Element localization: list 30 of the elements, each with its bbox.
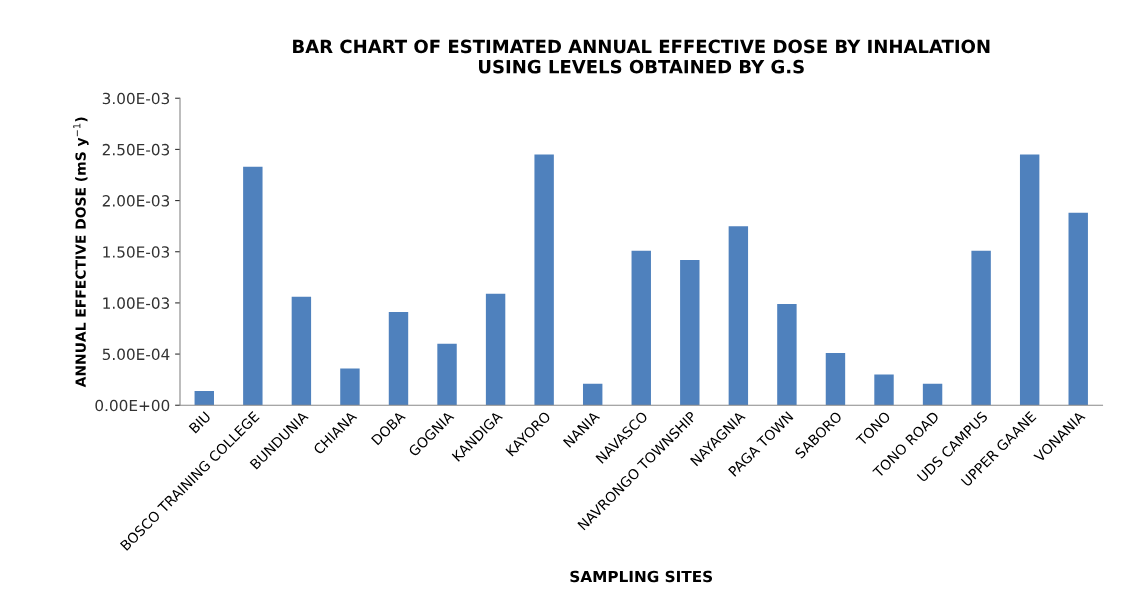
bar xyxy=(340,368,360,406)
bar xyxy=(582,383,603,406)
bar xyxy=(534,154,554,406)
bar xyxy=(1019,154,1040,406)
bar xyxy=(728,226,749,406)
bar xyxy=(825,353,846,406)
chart-title: BAR CHART OF ESTIMATED ANNUAL EFFECTIVE DOSE BY INHALATION USING LEVELS OBTAINED BY G.S xyxy=(293,39,990,74)
bar xyxy=(922,383,943,406)
bar xyxy=(874,374,894,406)
bar xyxy=(971,250,991,406)
bar xyxy=(485,293,506,406)
y-tick-label: 0.00E+00 xyxy=(95,399,170,412)
bar xyxy=(291,296,312,406)
bar xyxy=(388,312,409,406)
bar xyxy=(777,303,797,406)
bar xyxy=(243,166,263,406)
bar xyxy=(437,343,457,406)
bar xyxy=(1068,212,1088,406)
x-axis-title: SAMPLING SITES xyxy=(570,570,713,583)
y-tick-label: 3.00E-03 xyxy=(102,92,170,105)
bar xyxy=(194,390,214,406)
y-tick-label: 1.50E-03 xyxy=(103,246,170,258)
bar xyxy=(680,259,700,406)
y-tick-label: 2.00E-03 xyxy=(102,195,170,207)
y-tick-label: 2.50E-03 xyxy=(102,143,170,156)
x-tick-label: BIU xyxy=(188,411,212,434)
y-tick-label: 5.00E-04 xyxy=(102,348,170,361)
y-tick-label: 1.00E-03 xyxy=(103,297,170,309)
y-axis-title: ANNUAL EFFECTIVE DOSE (mS y$^{−1}$) xyxy=(73,117,89,388)
bar xyxy=(631,250,651,406)
